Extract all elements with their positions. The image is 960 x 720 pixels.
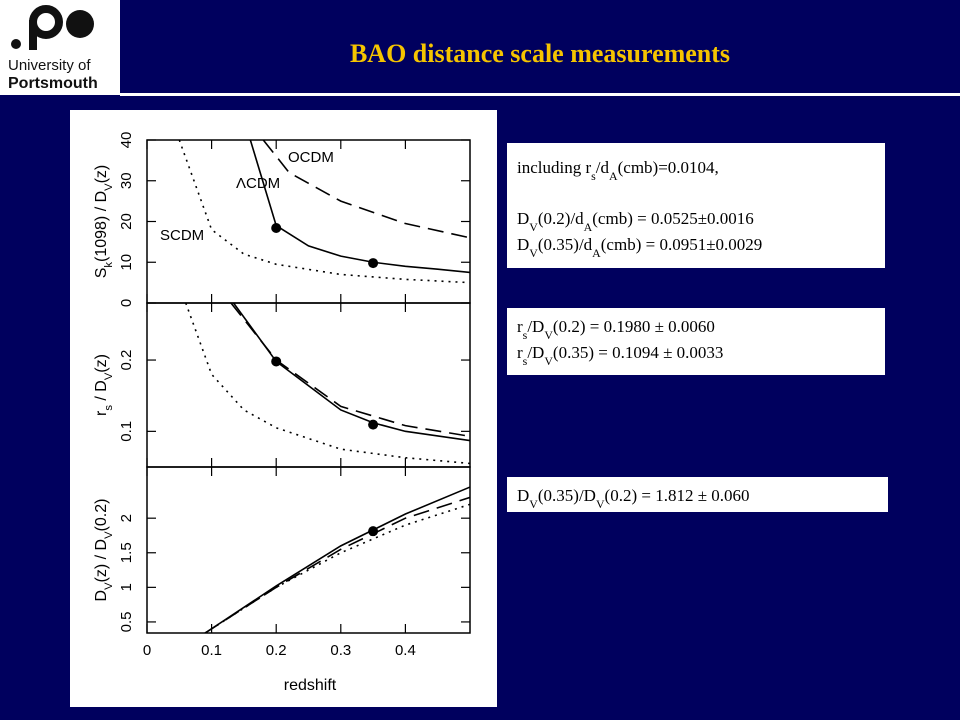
curve-label: SCDM (160, 227, 204, 244)
subscript: V (529, 220, 538, 234)
y-tick-label: 10 (118, 254, 135, 271)
curve-label: OCDM (288, 149, 334, 166)
y-tick-label: 0 (118, 299, 135, 307)
y-tick-label: 0.2 (118, 350, 135, 371)
subscript: V (544, 328, 553, 342)
y-tick-label: 1.5 (118, 542, 135, 563)
figure-panel (70, 110, 497, 707)
subscript: s (103, 405, 115, 411)
subscript: V (529, 246, 538, 260)
plot-frame (146, 466, 471, 634)
x-tick-label: 0.1 (201, 642, 222, 659)
model-curve (232, 303, 470, 442)
rich-text: DV(z) / DV(0.2) (93, 499, 115, 602)
text-run: (z) (93, 165, 110, 184)
text-run: S (93, 268, 110, 279)
model-curve (178, 140, 470, 284)
text-run: (0.2) = 1.812 ± 0.060 (605, 486, 750, 505)
text-run: (z) / D (93, 539, 110, 583)
rich-text: including rs/dA(cmb)=0.0104, (517, 158, 719, 183)
y-tick-label: 2 (118, 514, 135, 522)
curve-label: ΛCDM (236, 175, 280, 192)
data-point (271, 356, 282, 367)
rich-text: DV(0.35)/dA(cmb) = 0.0951±0.0029 (517, 235, 762, 260)
text-run: D (517, 235, 529, 254)
rich-text: DV(0.2)/dA(cmb) = 0.0525±0.0016 (517, 209, 754, 234)
header-rule (120, 93, 960, 96)
data-point (368, 258, 379, 269)
rich-text: rs/DV(0.35) = 0.1094 ± 0.0033 (517, 343, 723, 368)
subscript: A (609, 169, 618, 183)
logo-mark (11, 5, 94, 50)
subscript: s (523, 328, 528, 342)
logo-text: University of (8, 57, 91, 74)
x-tick-label: 0.4 (395, 642, 416, 659)
text-run: r (93, 410, 110, 416)
subscript: A (592, 246, 601, 260)
y-tick-label: 40 (118, 132, 135, 149)
subscript: V (103, 372, 115, 380)
text-box (507, 308, 885, 375)
rich-text: rs/DV(0.2) = 0.1980 ± 0.0060 (517, 317, 715, 342)
data-point (271, 223, 282, 234)
text-run: (0.35) = 0.1094 ± 0.0033 (553, 343, 724, 362)
y-tick-label: 0.5 (118, 612, 135, 633)
rich-text: rs / DV(z) (93, 354, 115, 416)
text-run: D (93, 590, 110, 602)
subscript: V (529, 497, 538, 511)
y-tick-label: 30 (118, 172, 135, 189)
data-point (368, 526, 379, 537)
text-run: /d (596, 158, 610, 177)
text-run: (0.2) = 0.1980 ± 0.0060 (553, 317, 715, 336)
model-curve (249, 140, 470, 274)
data-point (368, 419, 379, 430)
text-run: D (517, 209, 529, 228)
text-box (507, 143, 885, 268)
rich-text: Sk(1098) / DV(z) (93, 165, 115, 279)
y-tick-label: 1 (118, 583, 135, 591)
logo-text: Portsmouth (8, 75, 98, 92)
subscript: V (544, 354, 553, 368)
subscript: s (591, 169, 596, 183)
subscript: V (103, 531, 115, 539)
text-run: (cmb)=0.0104, (618, 158, 719, 177)
text-run: (0.2)/d (538, 209, 584, 228)
text-run: (1098) / D (93, 191, 110, 262)
subscript: V (103, 582, 115, 590)
text-run: D (517, 486, 529, 505)
text-run: (cmb) = 0.0525±0.0016 (592, 209, 754, 228)
y-tick-label: 0.1 (118, 421, 135, 442)
text-run: (0.2) (93, 499, 110, 532)
subscript: V (103, 183, 115, 191)
subscript: A (584, 220, 593, 234)
x-tick-label: 0 (143, 642, 151, 659)
text-run: /D (527, 343, 544, 362)
model-curve (185, 303, 470, 465)
text-run: (z) (93, 354, 110, 373)
subscript: V (596, 497, 605, 511)
text-run: including r (517, 158, 591, 177)
subscript: k (103, 262, 115, 268)
model-curve (262, 140, 470, 239)
y-tick-label: 20 (118, 213, 135, 230)
text-run: / D (93, 380, 110, 405)
x-axis-label: redshift (284, 677, 337, 694)
text-run: r (517, 317, 523, 336)
x-tick-label: 0.2 (266, 642, 287, 659)
text-run: (0.35)/d (538, 235, 593, 254)
subscript: s (523, 354, 528, 368)
text-box (507, 477, 888, 512)
text-run: (cmb) = 0.0951±0.0029 (601, 235, 763, 254)
text-run: r (517, 343, 523, 362)
text-run: (0.35)/D (538, 486, 596, 505)
text-run: /D (527, 317, 544, 336)
rich-text: DV(0.35)/DV(0.2) = 1.812 ± 0.060 (517, 486, 750, 511)
model-curve (204, 503, 470, 633)
slide-title: BAO distance scale measurements (350, 39, 730, 68)
x-tick-label: 0.3 (330, 642, 351, 659)
